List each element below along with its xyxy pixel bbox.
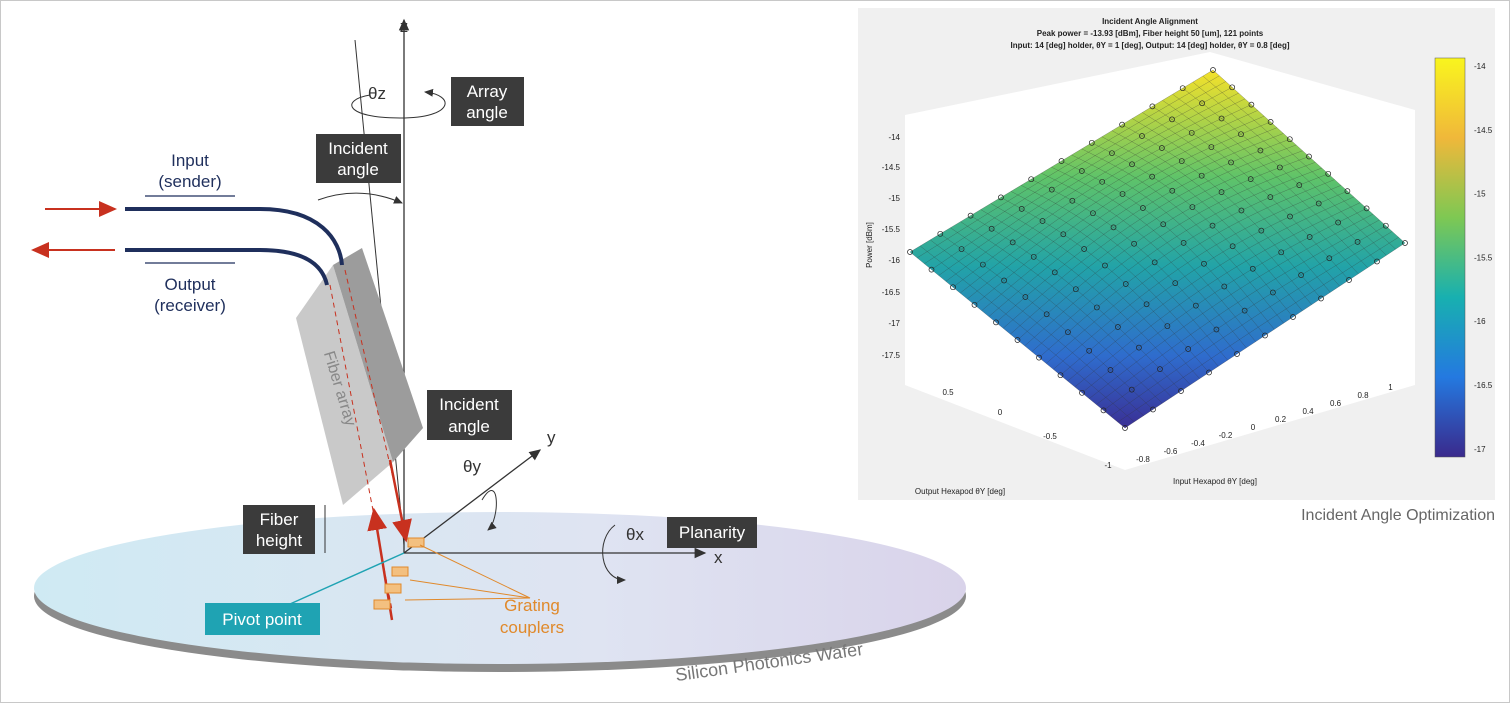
output-label: Output bbox=[164, 275, 215, 294]
z-tick-label: -16.5 bbox=[882, 288, 901, 297]
input-tick-label: -0.8 bbox=[1136, 455, 1150, 464]
incident-arc bbox=[318, 193, 402, 203]
wafer bbox=[34, 512, 966, 664]
pivot-label: Pivot point bbox=[222, 610, 302, 629]
incident-angle-label: angle bbox=[337, 160, 379, 179]
z-tick-label: -14.5 bbox=[882, 163, 901, 172]
z-axis-label: Power [dBm] bbox=[865, 222, 874, 268]
input-tick-label: 0.2 bbox=[1275, 415, 1287, 424]
theta-x: θx bbox=[626, 525, 644, 544]
input-label: Input bbox=[171, 151, 209, 170]
z-tick-label: -16 bbox=[888, 256, 900, 265]
output-axis-label: Output Hexapod θY [deg] bbox=[915, 487, 1005, 496]
z-tick-label: -14 bbox=[888, 133, 900, 142]
planarity-label: Planarity bbox=[679, 523, 746, 542]
output-fiber bbox=[125, 250, 327, 285]
input-fiber bbox=[125, 209, 342, 265]
array-angle-label: Array bbox=[467, 82, 508, 101]
output-tick-label: -1 bbox=[1104, 461, 1112, 470]
colorbar-tick-label: -14 bbox=[1474, 62, 1486, 71]
output-tick-label: 0.5 bbox=[942, 388, 954, 397]
input-tick-label: 0.8 bbox=[1357, 391, 1369, 400]
y-label: y bbox=[547, 428, 556, 447]
theta-y: θy bbox=[463, 457, 481, 476]
plot-title: Input: 14 [deg] holder, θY = 1 [deg], Ou… bbox=[1010, 41, 1289, 50]
fiber-height-label: height bbox=[256, 531, 303, 550]
rotation-z bbox=[352, 92, 445, 118]
incident-angle-label: angle bbox=[448, 417, 490, 436]
coupler bbox=[392, 567, 408, 576]
input-tick-label: 1 bbox=[1388, 383, 1393, 392]
input-tick-label: -0.2 bbox=[1219, 431, 1233, 440]
input-label: (sender) bbox=[158, 172, 221, 191]
z-tick-label: -17 bbox=[888, 319, 900, 328]
grating-label: couplers bbox=[500, 618, 564, 637]
plot-title: Incident Angle Alignment bbox=[1102, 17, 1198, 26]
caption: Incident Angle Optimization bbox=[1301, 507, 1495, 524]
output-tick-label: 0 bbox=[998, 408, 1003, 417]
output-label: (receiver) bbox=[154, 296, 226, 315]
input-tick-label: 0.6 bbox=[1330, 399, 1342, 408]
colorbar-tick-label: -16 bbox=[1474, 317, 1486, 326]
input-tick-label: 0 bbox=[1251, 423, 1256, 432]
z-tick-label: -17.5 bbox=[882, 351, 901, 360]
z-tick-label: -15.5 bbox=[882, 225, 901, 234]
input-tick-label: 0.4 bbox=[1302, 407, 1314, 416]
x-label: x bbox=[714, 548, 723, 567]
coupler bbox=[385, 584, 401, 593]
plot-title: Peak power = -13.93 [dBm], Fiber height … bbox=[1037, 29, 1264, 38]
colorbar-tick-label: -16.5 bbox=[1474, 381, 1493, 390]
incident-angle-label: Incident bbox=[328, 139, 388, 158]
input-tick-label: -0.4 bbox=[1191, 439, 1205, 448]
array-angle-label: angle bbox=[466, 103, 508, 122]
colorbar-tick-label: -17 bbox=[1474, 445, 1486, 454]
grating-label: Grating bbox=[504, 596, 560, 615]
input-axis-label: Input Hexapod θY [deg] bbox=[1173, 477, 1257, 486]
z-label: z bbox=[400, 17, 409, 36]
colorbar-tick-label: -15.5 bbox=[1474, 253, 1493, 262]
colorbar bbox=[1435, 58, 1465, 457]
output-tick-label: -0.5 bbox=[1043, 432, 1057, 441]
fiber-height-label: Fiber bbox=[260, 510, 299, 529]
coupler bbox=[374, 600, 390, 609]
colorbar-tick-label: -14.5 bbox=[1474, 126, 1493, 135]
theta-z: θz bbox=[368, 84, 386, 103]
incident-angle-label: Incident bbox=[439, 395, 499, 414]
z-tick-label: -15 bbox=[888, 194, 900, 203]
input-tick-label: -0.6 bbox=[1164, 447, 1178, 456]
colorbar-tick-label: -15 bbox=[1474, 190, 1486, 199]
page: Silicon Photonics Wafer z y x θz θy θx F… bbox=[0, 0, 1510, 703]
